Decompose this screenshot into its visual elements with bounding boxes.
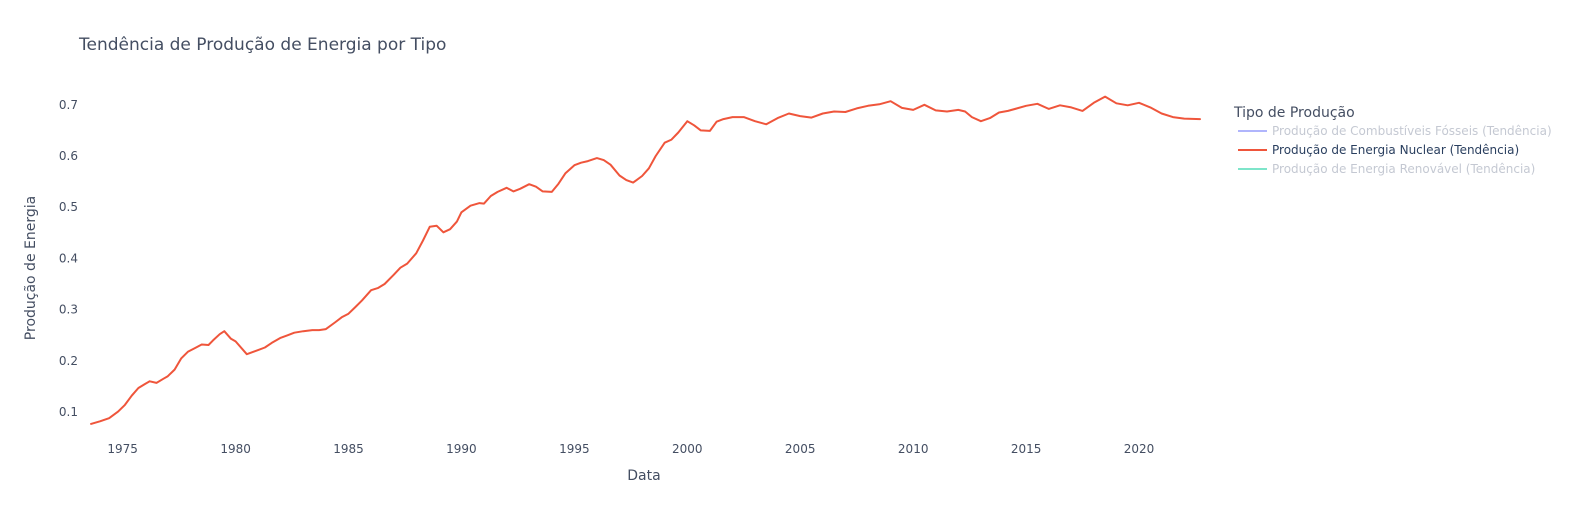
- y-tick-label: 0.1: [59, 405, 78, 419]
- x-tick-label: 1975: [107, 442, 138, 456]
- y-axis: 0.1 0.2 0.3 0.4 0.5 0.6 0.7: [59, 98, 78, 419]
- legend-title: Tipo de Produção: [1233, 105, 1355, 121]
- legend-item[interactable]: Produção de Energia Nuclear (Tendência): [1238, 143, 1519, 157]
- x-tick-label: 1995: [559, 442, 590, 456]
- y-tick-label: 0.3: [59, 303, 78, 317]
- legend: Tipo de Produção Produção de Combustívei…: [1233, 105, 1552, 176]
- y-tick-label: 0.5: [59, 200, 78, 214]
- x-tick-label: 2020: [1124, 442, 1155, 456]
- legend-item[interactable]: Produção de Energia Renovável (Tendência…: [1238, 162, 1535, 176]
- x-tick-label: 2010: [898, 442, 929, 456]
- x-tick-label: 2000: [672, 442, 703, 456]
- x-tick-label: 1980: [220, 442, 251, 456]
- legend-item[interactable]: Produção de Combustíveis Fósseis (Tendên…: [1238, 124, 1552, 138]
- y-tick-label: 0.6: [59, 149, 78, 163]
- x-tick-label: 2005: [785, 442, 816, 456]
- x-tick-label: 2015: [1011, 442, 1042, 456]
- y-tick-label: 0.2: [59, 354, 78, 368]
- x-axis: 1975 1980 1985 1990 1995 2000 2005 2010 2015 2020: [107, 442, 1154, 456]
- x-axis-title: Data: [627, 468, 660, 484]
- chart-title: Tendência de Produção de Energia por Tip…: [78, 35, 446, 55]
- legend-label: Produção de Energia Nuclear (Tendência): [1272, 143, 1519, 157]
- plot-area: [90, 95, 1201, 425]
- y-tick-label: 0.7: [59, 98, 78, 112]
- x-tick-label: 1985: [333, 442, 364, 456]
- legend-label: Produção de Combustíveis Fósseis (Tendên…: [1272, 124, 1552, 138]
- series-line-nuclear[interactable]: [90, 95, 1201, 425]
- y-tick-label: 0.4: [59, 251, 78, 265]
- y-axis-title: Produção de Energia: [23, 196, 39, 340]
- x-tick-label: 1990: [446, 442, 477, 456]
- legend-label: Produção de Energia Renovável (Tendência…: [1272, 162, 1535, 176]
